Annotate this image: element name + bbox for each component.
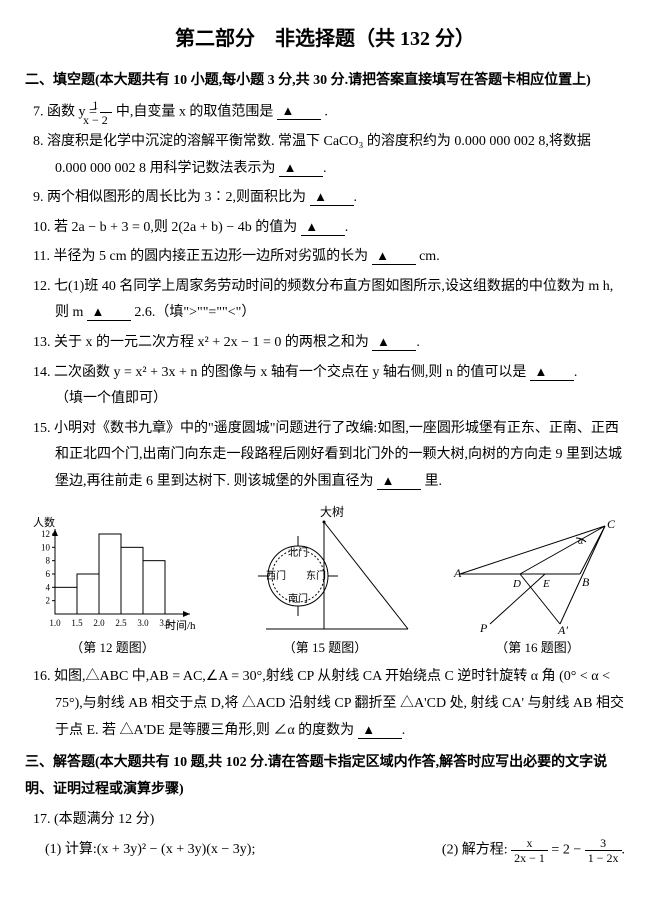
q8: 8. 溶度积是化学中沉淀的溶解平衡常数. 常温下 CaCO₃ 的溶度积约为 0.… xyxy=(33,129,625,182)
west-gate: 西门 xyxy=(266,569,286,582)
q7-text-b: 中,自变量 x 的取值范围是 xyxy=(116,104,277,119)
q15-unit: 里. xyxy=(425,474,443,489)
q14-text-a: 14. 二次函数 y = x² + 3x + n 的图像与 x 轴有一个交点在 … xyxy=(33,365,530,380)
blank-q8[interactable]: ▲ xyxy=(279,161,323,177)
q9-text: 9. 两个相似图形的周长比为 3∶2,则面积比为 xyxy=(33,190,310,205)
tree-label: 大树 xyxy=(320,504,344,519)
q16: 16. 如图,△ABC 中,AB = AC,∠A = 30°,射线 CP 从射线… xyxy=(33,664,625,744)
q7-period: . xyxy=(324,104,328,119)
q7: 7. 函数 y = 1 x − 2 中,自变量 x 的取值范围是 ▲ . xyxy=(33,99,625,126)
q9: 9. 两个相似图形的周长比为 3∶2,则面积比为 ▲. xyxy=(33,185,625,212)
svg-text:1.5: 1.5 xyxy=(71,618,83,628)
svg-text:E: E xyxy=(542,578,550,590)
svg-text:A: A xyxy=(453,566,462,580)
q17: 17. (本题满分 12 分) xyxy=(33,807,625,834)
q17-parts: (1) 计算:(x + 3y)² − (x + 3y)(x − 3y); (2)… xyxy=(45,837,625,864)
q13-text: 13. 关于 x 的一元二次方程 x² + 2x − 1 = 0 的两根之和为 xyxy=(33,335,372,350)
q7-frac-num: 1 xyxy=(100,99,112,113)
svg-text:C: C xyxy=(607,517,616,531)
q14: 14. 二次函数 y = x² + 3x + n 的图像与 x 轴有一个交点在 … xyxy=(33,360,625,413)
svg-text:A': A' xyxy=(557,623,568,634)
q17-1: (1) 计算:(x + 3y)² − (x + 3y)(x − 3y); xyxy=(45,837,255,864)
histogram-svg: 人数 24681012 1.01.52.02.53.03.5 时间/h xyxy=(25,514,200,634)
blank-q11[interactable]: ▲ xyxy=(372,249,416,265)
fig-12: 人数 24681012 1.01.52.02.53.03.5 时间/h （第 1… xyxy=(25,514,200,661)
blank-q16[interactable]: ▲ xyxy=(358,723,402,739)
q17-frac-b-num: 3 xyxy=(585,837,622,851)
svg-text:D: D xyxy=(512,578,521,590)
caption-15: （第 15 题图） xyxy=(238,636,413,661)
xaxis-label: 时间/h xyxy=(165,619,196,632)
q17-frac-a-num: x xyxy=(511,837,548,851)
svg-text:3.0: 3.0 xyxy=(137,618,149,628)
blank-q9[interactable]: ▲ xyxy=(310,190,354,206)
q17-2: (2) 解方程: x 2x − 1 = 2 − 3 1 − 2x . xyxy=(442,837,625,864)
q17-2-label: (2) 解方程: xyxy=(442,843,508,858)
blank-q10[interactable]: ▲ xyxy=(301,220,345,236)
q12-text-b: 2.6.（填">""=""<"） xyxy=(134,305,255,320)
svg-text:B: B xyxy=(582,575,590,589)
svg-text:8: 8 xyxy=(46,555,51,565)
east-gate: 东门 xyxy=(306,569,326,582)
q15-text: 15. 小明对《数书九章》中的"遥度圆城"问题进行了改编:如图,一座圆形城堡有正… xyxy=(33,421,622,489)
svg-text:4: 4 xyxy=(46,582,51,592)
svg-text:6: 6 xyxy=(46,569,51,579)
svg-text:P: P xyxy=(479,621,488,634)
blank-q7[interactable]: ▲ xyxy=(277,104,321,120)
q7-frac: 1 x − 2 xyxy=(100,99,112,126)
q15: 15. 小明对《数书九章》中的"遥度圆城"问题进行了改编:如图,一座圆形城堡有正… xyxy=(33,416,625,496)
svg-text:1.0: 1.0 xyxy=(49,618,61,628)
fig-16: A C B D E A' P α （第 16 题图） xyxy=(450,514,625,661)
q11: 11. 半径为 5 cm 的圆内接正五边形一边所对劣弧的长为 ▲ cm. xyxy=(33,244,625,271)
castle-svg: 大树 北门 南门 西门 东门 xyxy=(238,504,413,634)
q17-2-mid: = 2 − xyxy=(551,843,581,858)
section-2-text: 二、填空题(本大题共有 10 小题,每小题 3 分,共 30 分.请把答案直接填… xyxy=(25,73,591,88)
q13: 13. 关于 x 的一元二次方程 x² + 2x − 1 = 0 的两根之和为 … xyxy=(33,330,625,357)
q17-frac-b-den: 1 − 2x xyxy=(585,851,622,864)
section-2-head: 二、填空题(本大题共有 10 小题,每小题 3 分,共 30 分.请把答案直接填… xyxy=(25,68,625,95)
svg-text:12: 12 xyxy=(41,529,50,539)
blank-q13[interactable]: ▲ xyxy=(372,335,416,351)
north-gate: 北门 xyxy=(288,546,308,559)
q10: 10. 若 2a − b + 3 = 0,则 2(2a + b) − 4b 的值… xyxy=(33,215,625,242)
blank-q15[interactable]: ▲ xyxy=(377,474,421,490)
q17-frac-b: 3 1 − 2x xyxy=(585,837,622,864)
caption-16: （第 16 题图） xyxy=(450,636,625,661)
section-3-text: 三、解答题(本大题共有 10 题,共 102 分.请在答题卡指定区域内作答,解答… xyxy=(25,755,607,797)
q10-text: 10. 若 2a − b + 3 = 0,则 2(2a + b) − 4b 的值… xyxy=(33,220,301,235)
figure-row: 人数 24681012 1.01.52.02.53.03.5 时间/h （第 1… xyxy=(25,504,625,661)
q14-text-b: （填一个值即可） xyxy=(55,391,167,406)
blank-q12[interactable]: ▲ xyxy=(87,305,131,321)
svg-text:α: α xyxy=(578,536,584,547)
triangle-svg: A C B D E A' P α xyxy=(450,514,625,634)
svg-text:2.0: 2.0 xyxy=(93,618,105,628)
section-3-head: 三、解答题(本大题共有 10 题,共 102 分.请在答题卡指定区域内作答,解答… xyxy=(25,750,625,803)
caption-12: （第 12 题图） xyxy=(25,636,200,661)
q17-frac-a-den: 2x − 1 xyxy=(511,851,548,864)
q16-text: 16. 如图,△ABC 中,AB = AC,∠A = 30°,射线 CP 从射线… xyxy=(33,669,624,737)
blank-q14[interactable]: ▲ xyxy=(530,365,574,381)
south-gate: 南门 xyxy=(288,592,308,605)
q7-frac-den: x − 2 xyxy=(100,113,112,126)
fig-15: 大树 北门 南门 西门 东门 （第 15 题图） xyxy=(238,504,413,661)
q11-unit: cm. xyxy=(419,249,440,264)
yaxis-label: 人数 xyxy=(33,516,55,529)
q12: 12. 七(1)班 40 名同学上周家务劳动时间的频数分布直方图如图所示,设这组… xyxy=(33,274,625,327)
q17-frac-a: x 2x − 1 xyxy=(511,837,548,864)
part-title: 第二部分 非选择题（共 132 分） xyxy=(25,20,625,58)
svg-text:2: 2 xyxy=(46,595,51,605)
q11-text: 11. 半径为 5 cm 的圆内接正五边形一边所对劣弧的长为 xyxy=(33,249,372,264)
svg-text:10: 10 xyxy=(41,542,51,552)
svg-text:2.5: 2.5 xyxy=(115,618,127,628)
